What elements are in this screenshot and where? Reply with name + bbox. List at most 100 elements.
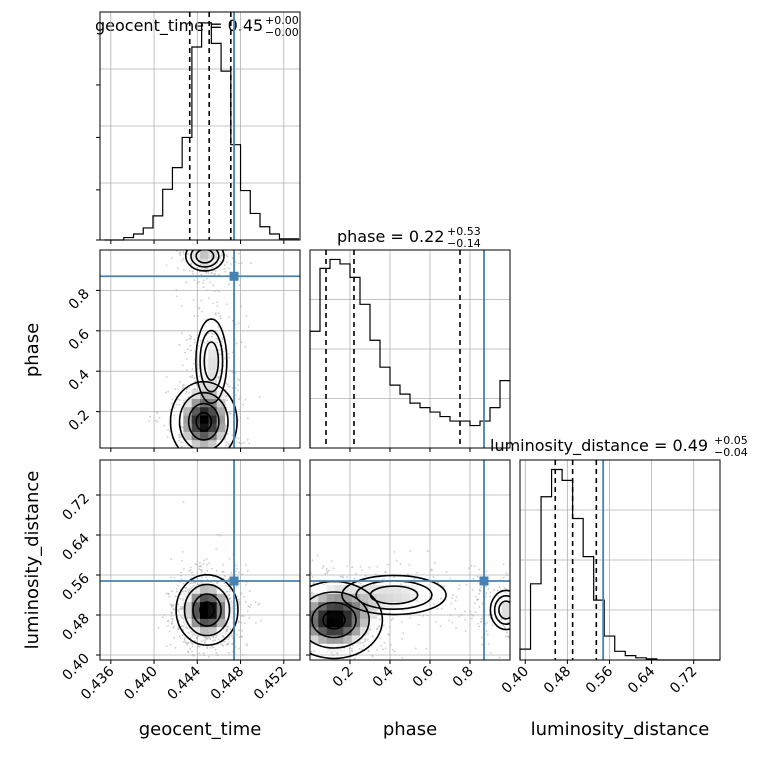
panel-phase-vs-geocent-time-sample <box>200 299 203 302</box>
hist-luminosity-distance-xtick-label-3: 0.64 <box>625 663 658 696</box>
panel-ld-vs-phase-sample <box>531 652 533 654</box>
panel-phase-vs-geocent-time-sample <box>179 254 182 256</box>
panel-ld-vs-phase-sample <box>364 637 367 640</box>
panel-ld-vs-phase-sample <box>303 616 305 618</box>
panel-ld-vs-phase-sample <box>514 597 516 599</box>
panel-ld-vs-geocent-time-density-cell <box>216 618 226 628</box>
panel-ld-vs-geocent-time-sample <box>177 627 180 630</box>
panel-phase-vs-geocent-time-sample <box>185 339 188 341</box>
panel-phase-vs-geocent-time-sample <box>210 450 212 452</box>
xlabel-luminosity-distance: luminosity_distance <box>531 719 710 740</box>
panel-ld-vs-phase-sample <box>523 629 525 631</box>
panel-ld-vs-phase-sample <box>297 633 299 635</box>
panel-phase-vs-geocent-time-sample <box>188 334 191 337</box>
panel-ld-vs-phase-sample <box>325 567 328 570</box>
panel-ld-vs-phase-sample <box>275 619 277 621</box>
panel-ld-vs-phase-sample <box>303 586 305 588</box>
panel-phase-vs-geocent-time-sample <box>207 272 210 275</box>
panel-ld-vs-phase-sample <box>310 651 313 653</box>
panel-phase-vs-geocent-time-sample <box>198 280 200 283</box>
panel-ld-vs-phase-sample <box>478 625 481 628</box>
panel-ld-vs-phase-sample <box>377 625 380 628</box>
panel-phase-vs-geocent-time-sample <box>211 335 213 338</box>
panel-phase-vs-geocent-time-sample <box>221 253 224 256</box>
panel-phase-vs-geocent-time-sample <box>213 231 215 233</box>
panel-phase-vs-geocent-time-sample <box>205 245 207 247</box>
panel-ld-vs-geocent-time-sample <box>211 635 213 638</box>
panel-phase-vs-geocent-time-sample <box>180 441 183 444</box>
panel-ld-vs-phase-density-cell <box>410 585 419 594</box>
panel-ld-vs-phase-sample <box>371 655 374 658</box>
panel-ld-vs-phase-sample <box>527 593 529 595</box>
panel-ld-vs-phase-sample <box>372 666 374 668</box>
panel-ld-vs-phase-sample <box>426 614 429 617</box>
panel-phase-vs-geocent-time-sample <box>206 457 208 459</box>
panel-ld-vs-phase-sample <box>498 656 501 659</box>
panel-phase-vs-geocent-time-ytick-label-3: 0.8 <box>66 286 93 313</box>
panel-ld-vs-phase-sample <box>308 609 310 611</box>
panel-ld-vs-phase-sample <box>464 610 466 613</box>
panel-ld-vs-phase-sample <box>502 624 505 627</box>
panel-ld-vs-phase-sample <box>242 625 244 627</box>
panel-ld-vs-phase-sample <box>396 559 398 562</box>
panel-ld-vs-geocent-time-sample <box>243 622 246 625</box>
panel-ld-vs-phase-sample <box>351 644 354 647</box>
panel-phase-vs-geocent-time-sample <box>235 387 237 390</box>
panel-ld-vs-phase-sample <box>305 646 307 648</box>
panel-phase-vs-geocent-time-sample <box>178 343 181 346</box>
panel-phase-vs-geocent-time-sample <box>234 371 237 374</box>
panel-phase-vs-geocent-time-density-cell <box>216 398 226 408</box>
panel-phase-vs-geocent-time-sample <box>158 473 160 475</box>
panel-ld-vs-geocent-time-sample <box>255 621 257 624</box>
panel-ld-vs-phase-sample <box>452 594 454 596</box>
panel-ld-vs-geocent-time-ytick-label-3: 0.64 <box>59 530 92 563</box>
panel-ld-vs-phase-sample <box>363 644 365 647</box>
panel-ld-vs-geocent-time-sample <box>241 653 244 656</box>
panel-phase-vs-geocent-time-sample <box>224 270 227 273</box>
panel-ld-vs-phase-sample <box>470 617 473 620</box>
panel-phase-vs-geocent-time-density-cell <box>183 398 193 408</box>
panel-ld-vs-geocent-time-sample <box>174 646 177 649</box>
panel-phase-vs-geocent-time-sample <box>219 349 222 351</box>
panel-ld-vs-phase-sample <box>359 565 362 568</box>
panel-phase-vs-geocent-time-sample <box>173 407 176 409</box>
panel-phase-vs-geocent-time-sample <box>233 243 235 245</box>
panel-ld-vs-phase-sample <box>367 650 370 653</box>
panel-ld-vs-phase-sample <box>506 574 508 577</box>
panel-ld-vs-phase-density-cell <box>401 585 411 594</box>
panel-ld-vs-phase-xtick-label-1: 0.4 <box>370 663 397 690</box>
panel-phase-vs-geocent-time-sample <box>217 245 219 247</box>
panel-ld-vs-phase-density-cell <box>310 635 319 644</box>
panel-ld-vs-phase-sample <box>309 661 311 663</box>
panel-phase-vs-geocent-time-sample <box>206 246 208 248</box>
panel-phase-vs-geocent-time-sample <box>178 434 181 437</box>
panel-phase-vs-geocent-time-sample <box>206 457 208 459</box>
panel-phase-vs-geocent-time-sample <box>187 253 190 256</box>
panel-ld-vs-phase-sample <box>364 574 367 577</box>
panel-ld-vs-geocent-time-sample <box>168 630 171 633</box>
panel-phase-vs-geocent-time-sample <box>191 270 194 273</box>
panel-phase-vs-geocent-time-sample <box>219 255 222 258</box>
panel-phase-vs-geocent-time-density-cell <box>216 382 226 391</box>
panel-ld-vs-geocent-time-sample <box>189 582 191 585</box>
panel-phase-vs-geocent-time-sample <box>171 246 173 248</box>
panel-phase-vs-geocent-time-sample <box>174 241 176 243</box>
panel-phase-vs-geocent-time-sample <box>184 247 186 249</box>
panel-ld-vs-phase-density-cell <box>318 593 328 603</box>
panel-ld-vs-phase-sample <box>460 614 463 616</box>
panel-ld-vs-geocent-time-sample <box>180 615 182 618</box>
panel-phase-vs-geocent-time-sample <box>228 352 230 355</box>
panel-phase-vs-geocent-time-sample <box>219 317 222 320</box>
panel-phase-vs-geocent-time-sample <box>199 468 201 470</box>
panel-phase-vs-geocent-time-sample <box>225 253 227 256</box>
panel-ld-vs-phase-sample <box>458 615 461 618</box>
panel-phase-vs-geocent-time-sample <box>218 344 221 347</box>
panel-phase-vs-geocent-time-sample <box>190 234 192 236</box>
panel-ld-vs-phase-sample <box>281 657 283 659</box>
panel-ld-vs-geocent-time-sample <box>223 666 225 668</box>
panel-ld-vs-phase-sample <box>437 581 440 584</box>
panel-phase-vs-geocent-time-sample <box>167 390 170 393</box>
panel-ld-vs-geocent-time-sample <box>236 595 239 598</box>
phase-title-upper: +0.53 <box>447 225 481 238</box>
panel-phase-vs-geocent-time-sample <box>178 381 181 384</box>
